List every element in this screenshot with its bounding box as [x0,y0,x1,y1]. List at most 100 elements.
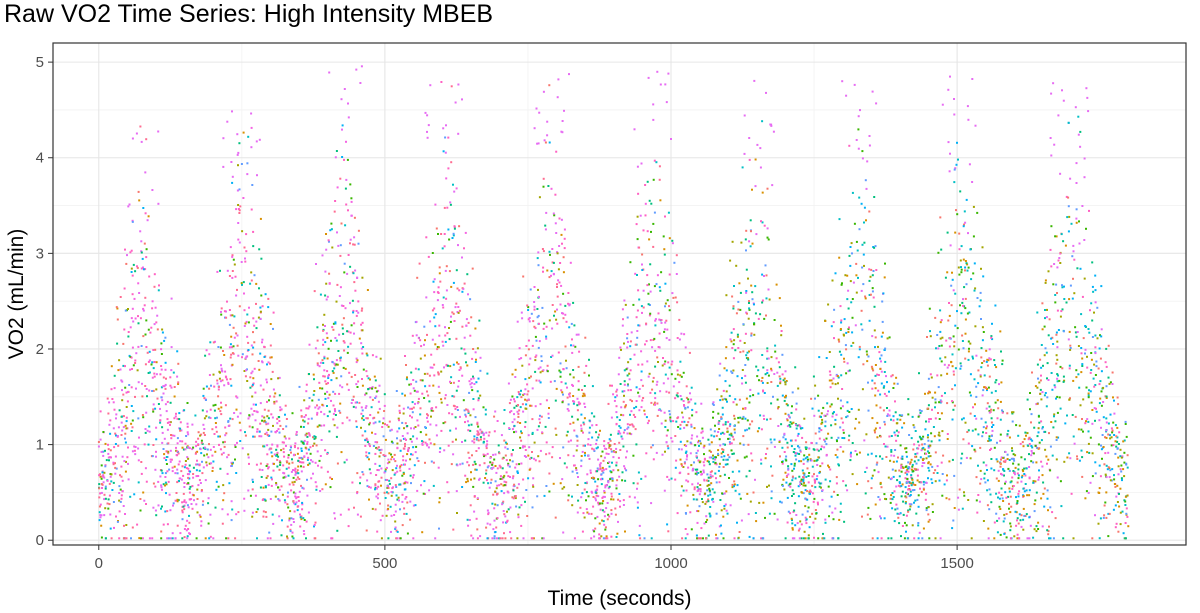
data-point [745,475,748,478]
data-point [184,463,187,466]
data-point [731,483,734,486]
data-point [501,503,504,506]
data-point [557,279,560,282]
data-point [583,488,586,491]
data-point [176,442,179,445]
data-point [297,499,300,502]
data-point [376,530,379,533]
data-point [686,455,688,458]
data-point [895,429,898,432]
data-point [469,298,472,301]
data-point [323,369,326,372]
data-point [482,481,485,484]
data-point [766,369,769,372]
data-point [542,266,545,269]
data-point [599,467,602,470]
data-point [533,286,536,288]
data-point [244,257,246,260]
data-point [419,407,422,410]
data-point [576,404,579,407]
data-point [291,531,294,534]
data-point [528,376,531,379]
data-point [873,329,876,332]
data-point [259,352,262,355]
data-point [663,489,666,492]
data-point [339,177,342,180]
data-point [569,373,572,376]
data-point [876,537,879,540]
data-point [104,449,106,452]
data-point [678,318,681,321]
data-point [787,510,790,513]
data-point [802,478,805,481]
data-point [697,441,699,444]
data-point [176,350,179,353]
data-point [466,461,469,464]
data-point [710,482,713,485]
data-point [696,521,699,524]
data-point [590,490,593,493]
data-point [219,467,222,470]
data-point [140,461,143,463]
data-point [900,535,902,538]
data-point [494,465,497,467]
data-point [395,486,398,488]
data-point [386,462,389,465]
data-point [840,319,843,322]
data-point [681,420,684,423]
data-point [679,395,682,397]
data-point [715,512,718,515]
data-point [725,346,728,349]
data-point [409,500,412,503]
data-point [104,537,107,540]
data-point [302,461,305,464]
data-point [384,470,387,473]
data-point [534,359,537,362]
data-point [531,506,534,509]
data-point [637,324,640,327]
data-point [345,458,348,461]
data-point [366,354,369,357]
data-point [150,363,153,366]
data-point [130,249,133,252]
data-point [225,537,228,540]
data-point [901,490,904,493]
data-point [530,312,533,315]
data-point [123,328,126,331]
data-point [396,530,399,533]
data-point [526,515,529,517]
data-point [359,515,362,518]
data-point [110,480,113,483]
data-point [300,409,303,412]
data-point [728,456,731,459]
data-point [701,430,704,433]
data-point [826,402,829,405]
data-point [343,262,346,265]
data-point [204,479,207,482]
data-point [131,419,134,422]
data-point [258,468,261,471]
data-point [685,489,688,492]
data-point [817,537,820,540]
data-point [450,85,453,88]
data-point [676,395,679,398]
data-point [347,508,350,511]
data-point [731,470,734,473]
data-point [513,431,515,434]
data-point [516,486,519,489]
data-point [229,417,232,420]
data-point [127,335,130,338]
data-point [908,503,911,506]
data-point [114,472,117,475]
data-point [651,380,654,383]
data-point [498,452,501,455]
data-point [789,439,792,442]
data-point [197,475,200,477]
data-point [644,214,647,217]
data-point [701,501,704,504]
data-point [361,384,364,387]
data-point [130,430,133,432]
data-point [188,473,191,476]
data-point [328,71,331,74]
data-point [890,450,893,453]
